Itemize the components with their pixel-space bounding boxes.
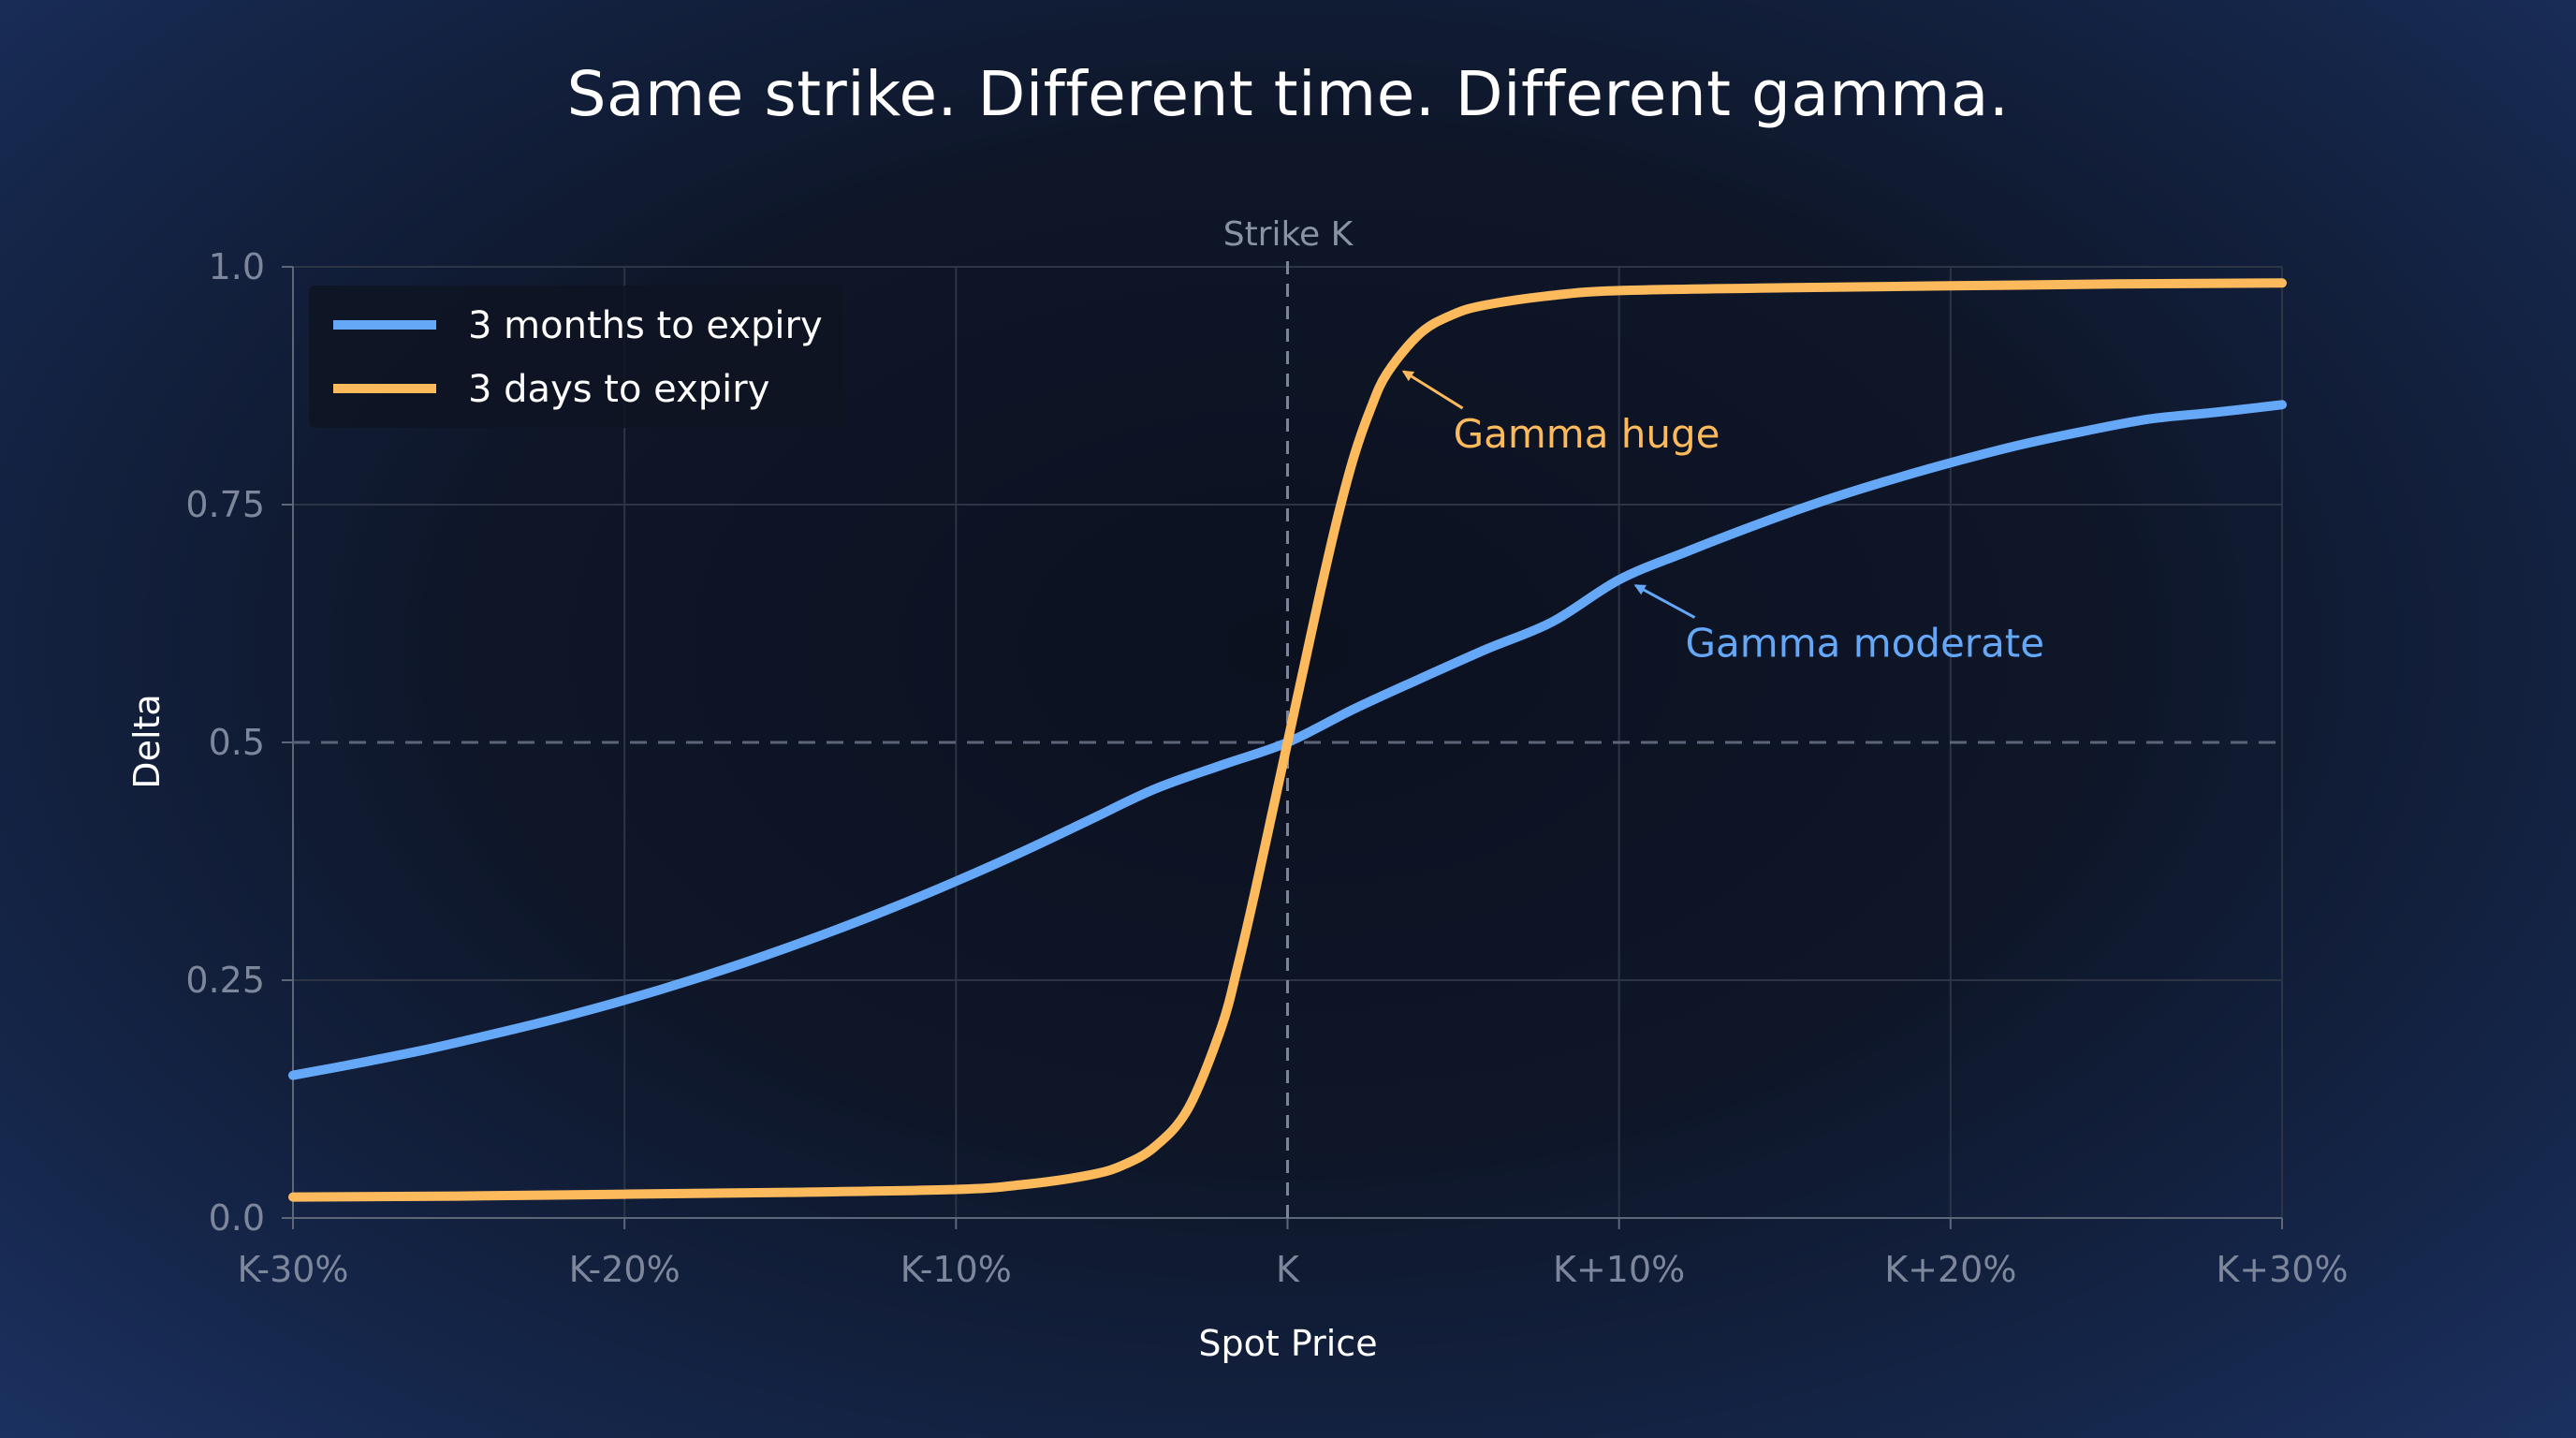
legend-box [309,286,842,428]
strike-label: Strike K [1223,215,1354,254]
x-tick-label: K-30% [237,1249,348,1290]
series-lines [288,278,2287,1202]
axis-labels: Spot Price Delta Strike K [126,215,1378,1364]
x-tick-label: K+10% [1553,1249,1685,1290]
legend-label: 3 months to expiry [468,304,823,347]
x-tick-label: K-20% [569,1249,681,1290]
y-tick-label: 0.0 [209,1197,265,1239]
x-tick-label: K-10% [900,1249,1012,1290]
annotation-arrow [1633,584,1696,619]
x-tick-label: K+20% [1884,1249,2016,1290]
x-axis-label: Spot Price [1198,1323,1377,1364]
annotation-gamma-huge: Gamma huge [1454,411,1720,457]
chart-title: Same strike. Different time. Different g… [566,58,2010,130]
annotations: Gamma huge Gamma moderate [1401,370,2045,667]
x-tick-label: K+30% [2216,1249,2348,1290]
y-tick-label: 0.75 [185,484,265,525]
y-tick-label: 1.0 [209,246,265,287]
series-line-three-days [288,278,2287,1202]
annotation-gamma-moderate: Gamma moderate [1686,621,2045,667]
y-tick-label: 0.5 [209,722,265,763]
y-tick-label: 0.25 [185,960,265,1001]
y-axis-label: Delta [126,694,168,788]
x-tick-label: K [1276,1249,1300,1290]
legend-label: 3 days to expiry [468,368,769,411]
grid-lines [292,266,2283,1218]
axes: K-30% K-20% K-10% K K+10% K+20% K+30% 0.0 0.25 0.… [185,246,2348,1290]
annotation-arrow [1401,370,1464,410]
legend: 3 months to expiry 3 days to expiry [309,286,842,428]
